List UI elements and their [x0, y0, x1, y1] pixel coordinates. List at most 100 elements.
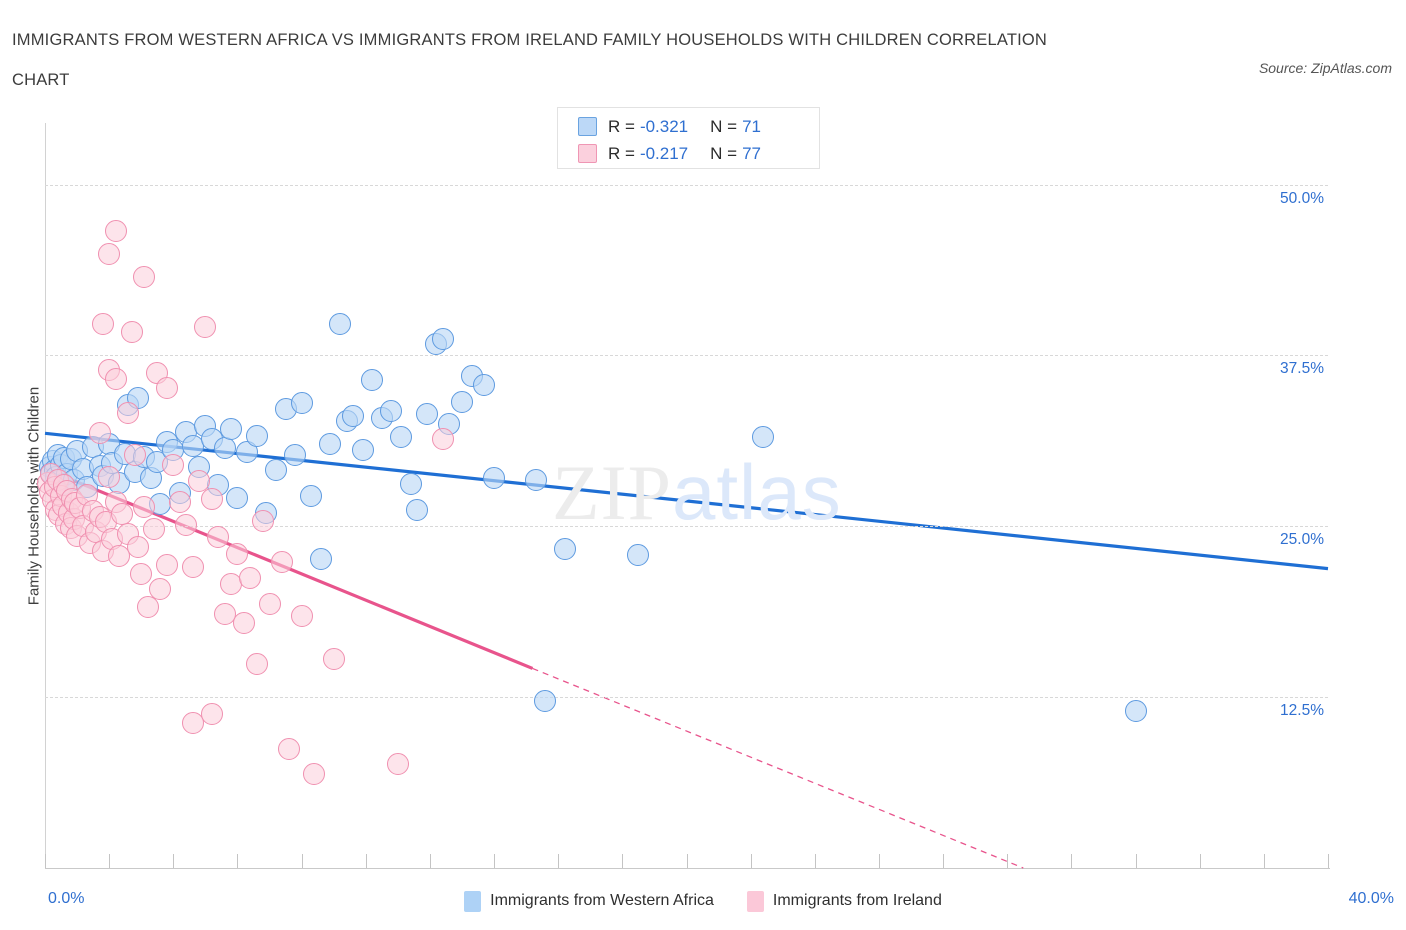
series-legend: Immigrants from Western Africa Immigrant…	[0, 886, 1406, 916]
scatter-point	[252, 509, 275, 532]
scatter-point	[127, 535, 150, 558]
x-tick	[1007, 854, 1009, 868]
stat-swatch-blue-icon	[578, 117, 597, 136]
scatter-point	[290, 392, 313, 415]
scatter-point	[98, 466, 121, 489]
scatter-point	[431, 427, 454, 450]
scatter-point	[155, 377, 178, 400]
stat-n-label-pink: N =	[710, 143, 738, 163]
scatter-point	[110, 502, 133, 525]
scatter-point	[450, 390, 473, 413]
x-tick	[429, 854, 431, 868]
scatter-point	[168, 490, 191, 513]
scatter-point	[107, 545, 130, 568]
scatter-point	[245, 425, 268, 448]
legend-item-ireland[interactable]: Immigrants from Ireland	[746, 890, 942, 912]
scatter-point	[361, 368, 384, 391]
scatter-point	[200, 487, 223, 510]
title-line-2: CHART	[12, 71, 70, 89]
scatter-point	[399, 472, 422, 495]
scatter-point	[341, 404, 364, 427]
gridline-y	[45, 355, 1328, 357]
scatter-point	[431, 327, 454, 350]
scatter-point	[300, 485, 323, 508]
scatter-point	[284, 444, 307, 467]
scatter-point	[226, 486, 249, 509]
scatter-point	[155, 553, 178, 576]
x-tick	[237, 854, 239, 868]
legend-chip-blue-icon	[464, 890, 482, 912]
y-tick-label: 50.0%	[1280, 189, 1324, 207]
scatter-point	[181, 556, 204, 579]
stat-r-label-pink: R =	[608, 143, 635, 163]
scatter-point	[98, 243, 121, 266]
gridline-y	[45, 184, 1328, 186]
scatter-point	[406, 498, 429, 521]
scatter-point	[524, 468, 547, 491]
x-axis-min-label: 0.0%	[48, 890, 85, 907]
x-tick	[365, 854, 367, 868]
scatter-point	[483, 467, 506, 490]
scatter-point	[290, 605, 313, 628]
scatter-point	[1124, 699, 1147, 722]
stat-r-value-blue: -0.321	[639, 116, 689, 136]
scatter-point	[162, 453, 185, 476]
page-title: IMMIGRANTS FROM WESTERN AFRICA VS IMMIGR…	[12, 20, 1262, 100]
scatter-point	[133, 266, 156, 289]
x-tick	[1263, 854, 1265, 868]
trend-line-ireland-projection	[532, 667, 1024, 869]
y-tick-label: 25.0%	[1280, 531, 1324, 549]
x-tick	[173, 854, 175, 868]
x-tick	[943, 854, 945, 868]
x-tick	[1328, 854, 1329, 868]
scatter-point	[473, 374, 496, 397]
scatter-point	[213, 602, 236, 625]
scatter-point	[207, 526, 230, 549]
x-tick	[1199, 854, 1201, 868]
scatter-point	[534, 690, 557, 713]
legend-item-western-africa[interactable]: Immigrants from Western Africa	[464, 890, 714, 912]
scatter-point	[200, 702, 223, 725]
scatter-point	[104, 219, 127, 242]
scatter-point	[329, 312, 352, 335]
legend-chip-pink-icon	[746, 890, 764, 912]
scatter-point	[226, 542, 249, 565]
stat-row-ireland: R = -0.217 N = 77	[558, 140, 819, 167]
x-tick	[558, 854, 560, 868]
x-tick	[1135, 854, 1137, 868]
x-tick	[686, 854, 688, 868]
x-tick	[750, 854, 752, 868]
scatter-point	[187, 470, 210, 493]
scatter-point	[130, 563, 153, 586]
x-tick	[301, 854, 303, 868]
scatter-point	[380, 400, 403, 423]
scatter-point	[120, 321, 143, 344]
scatter-point	[239, 567, 262, 590]
scatter-point	[117, 401, 140, 424]
x-tick	[878, 854, 880, 868]
legend-label-ireland: Immigrants from Ireland	[772, 892, 942, 909]
scatter-point	[415, 403, 438, 426]
scatter-point	[386, 753, 409, 776]
scatter-point	[627, 543, 650, 566]
scatter-point	[104, 367, 127, 390]
y-axis-label-wrap: Family Households with Children	[24, 123, 43, 868]
scatter-point	[752, 426, 775, 449]
scatter-point	[351, 438, 374, 461]
scatter-point	[322, 647, 345, 670]
x-tick	[1071, 854, 1073, 868]
stat-r-value-pink: -0.217	[639, 143, 689, 163]
stat-n-value-blue: 71	[742, 116, 761, 136]
scatter-point	[277, 738, 300, 761]
scatter-point	[264, 459, 287, 482]
y-tick-label: 37.5%	[1280, 360, 1324, 378]
stat-n-value-pink: 77	[742, 143, 761, 163]
scatter-point	[123, 444, 146, 467]
scatter-point	[258, 593, 281, 616]
scatter-point	[149, 578, 172, 601]
x-tick	[45, 854, 46, 868]
x-tick	[494, 854, 496, 868]
scatter-point	[213, 437, 236, 460]
x-axis-max-label: 40.0%	[1348, 890, 1394, 907]
